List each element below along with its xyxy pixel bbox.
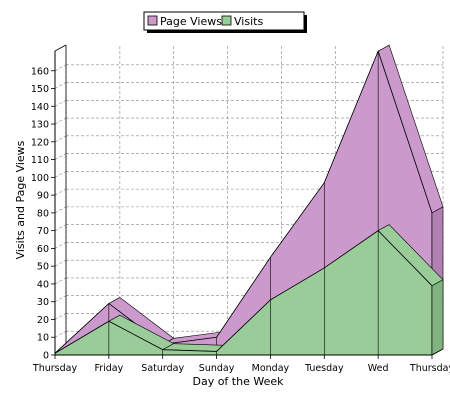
gridline-side — [54, 313, 67, 320]
y-tick-label: 10 — [37, 333, 49, 344]
series-visits — [54, 224, 444, 356]
x-tick-label: Thursday — [32, 363, 78, 374]
area-end-cap — [431, 279, 444, 356]
y-axis-title: Visits and Page Views — [14, 140, 27, 259]
y-tick-label: 130 — [31, 120, 49, 131]
legend-swatch-visits — [221, 15, 232, 26]
y-tick-label: 80 — [37, 208, 49, 219]
floor-right-edge — [431, 348, 444, 356]
gridline-side — [54, 135, 67, 143]
gridline-side — [54, 64, 67, 72]
x-tick-label: Sunday — [199, 363, 235, 374]
y-tick-label: 50 — [37, 262, 49, 273]
legend-label-page-views: Page Views — [160, 15, 222, 28]
y-tick-label: 100 — [31, 173, 49, 184]
gridline-side — [54, 277, 67, 285]
y-tick-label: 110 — [31, 155, 49, 166]
x-tick-label: Tuesday — [304, 363, 344, 374]
gridline-side — [54, 242, 67, 249]
gridline-side — [54, 153, 67, 160]
gridline-side — [54, 171, 67, 178]
side-wall-top-edge — [54, 44, 67, 52]
y-tick-label: 30 — [37, 297, 49, 308]
x-tick-label: Saturday — [141, 363, 184, 374]
x-tick-label: Monday — [252, 363, 290, 374]
y-tick-label: 60 — [37, 244, 49, 255]
gridline-side — [54, 206, 67, 214]
y-tick-label: 20 — [37, 315, 49, 326]
legend-swatch-page-views — [147, 15, 158, 26]
y-tick-label: 90 — [37, 191, 49, 202]
gridline-side — [54, 259, 67, 267]
gridline-side — [54, 295, 67, 302]
y-tick-label: 40 — [37, 279, 49, 290]
x-tick-label: Wed — [368, 363, 389, 374]
plot-areas — [54, 44, 444, 356]
gridline-side — [54, 330, 67, 338]
y-tick-labels: 0 10 20 30 40 50 60 70 80 90 100 110 120 130 140 150 160 — [31, 66, 55, 362]
gridline-side — [54, 224, 67, 231]
area-front-face — [54, 230, 433, 356]
gridline-side — [54, 117, 67, 125]
axes — [54, 51, 444, 356]
y-tick-label: 0 — [43, 351, 49, 362]
y-tick-label: 150 — [31, 84, 49, 95]
gridline-side — [54, 188, 67, 196]
gridline-side — [54, 82, 67, 89]
gridline-side — [54, 100, 67, 107]
x-tick-label: Friday — [94, 363, 123, 374]
y-tick-label: 120 — [31, 137, 49, 148]
x-axis-title: Day of the Week — [192, 375, 284, 388]
legend: Page Views Visits — [143, 11, 307, 33]
x-tick-labels: Thursday Friday Saturday Sunday Monday Tuesda… — [32, 355, 450, 374]
x-tick-label: Thursday — [409, 363, 450, 374]
y-tick-label: 140 — [31, 102, 49, 113]
y-tick-label: 70 — [37, 226, 49, 237]
y-tick-label: 160 — [31, 66, 49, 77]
legend-label-visits: Visits — [234, 15, 263, 28]
